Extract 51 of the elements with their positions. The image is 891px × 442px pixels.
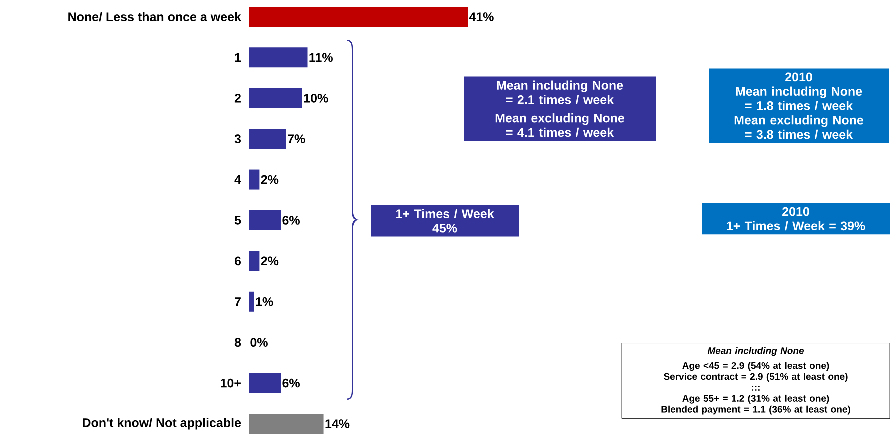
data-label: 1% (256, 297, 274, 306)
annotation: 45% (432, 224, 458, 233)
y-tick-label: None/ Less than once a week (68, 12, 242, 22)
data-label: 11% (310, 53, 333, 62)
bar (249, 48, 308, 68)
y-tick-label: 2 (234, 94, 241, 103)
bar (249, 170, 260, 190)
data-label: 10% (304, 94, 328, 103)
data-label: 14% (326, 420, 350, 428)
text: = 2.1 times / week (506, 95, 614, 104)
y-tick-label: 7 (235, 298, 241, 306)
y-tick-label: 8 (234, 338, 242, 348)
text: = 4.1 times / week (506, 128, 614, 138)
bar (249, 129, 286, 150)
text: Mean including None (708, 347, 804, 356)
text: = 3.8 times / week (746, 130, 854, 140)
y-tick-label: 4 (234, 175, 242, 184)
text: Mean excluding None (496, 114, 625, 126)
text: Age 55+ = 1.2 (31% at least one) (682, 394, 830, 404)
annotation: 1+ Times / Week (396, 209, 494, 219)
y-tick-label: 5 (234, 216, 242, 225)
data-label: 0% (250, 338, 268, 348)
text: Mean including None (497, 80, 624, 92)
text: Age <45 = 2.9 (54% at least one) (682, 362, 830, 372)
bar (249, 414, 324, 434)
data-label: 6% (282, 216, 300, 225)
bar (249, 88, 302, 108)
y-tick-label: 3 (234, 134, 242, 144)
text: Mean including None (736, 86, 862, 99)
data-label: 7% (288, 134, 306, 144)
y-tick-label: 6 (234, 256, 242, 266)
text: 2010 (786, 72, 812, 82)
text: Service contract = 2.9 (51% at least one) (664, 373, 848, 382)
bar (249, 373, 282, 394)
data-label: 2% (261, 175, 279, 184)
text: 1+ Times / Week = 39% (727, 221, 866, 231)
text: 2010 (782, 207, 810, 216)
bar (249, 292, 254, 312)
y-tick-label: 1 (235, 53, 242, 62)
text: Mean excluding None (734, 116, 864, 128)
bar (249, 251, 260, 272)
text: = 1.8 times / week (746, 101, 854, 110)
bar (249, 210, 282, 230)
y-tick-label: Don't know/ Not applicable (83, 418, 242, 430)
y-tick-label: 10+ (221, 378, 241, 388)
data-label: 41% (469, 12, 494, 22)
text: Blended payment = 1.1 (36% at least one) (662, 406, 850, 415)
text: ::: (752, 386, 760, 391)
data-label: 2% (261, 256, 279, 266)
data-label: 6% (282, 378, 300, 388)
bar (249, 6, 468, 27)
